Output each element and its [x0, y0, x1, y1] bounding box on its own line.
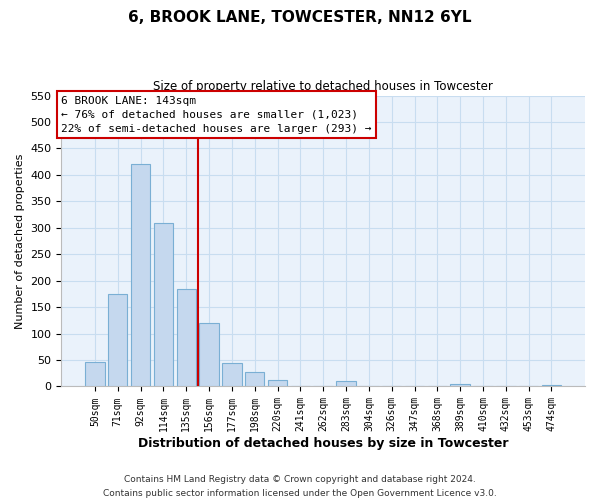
Bar: [85, 362, 104, 386]
Bar: [131, 164, 150, 386]
Bar: [176, 288, 196, 386]
Text: 6 BROOK LANE: 143sqm
← 76% of detached houses are smaller (1,023)
22% of semi-de: 6 BROOK LANE: 143sqm ← 76% of detached h…: [61, 96, 372, 134]
Text: Contains HM Land Registry data © Crown copyright and database right 2024.
Contai: Contains HM Land Registry data © Crown c…: [103, 476, 497, 498]
Bar: [154, 222, 173, 386]
Bar: [337, 381, 356, 386]
Title: Size of property relative to detached houses in Towcester: Size of property relative to detached ho…: [153, 80, 493, 93]
Bar: [451, 384, 470, 386]
Bar: [199, 323, 219, 386]
X-axis label: Distribution of detached houses by size in Towcester: Distribution of detached houses by size …: [138, 437, 508, 450]
Text: 6, BROOK LANE, TOWCESTER, NN12 6YL: 6, BROOK LANE, TOWCESTER, NN12 6YL: [128, 10, 472, 25]
Bar: [542, 385, 561, 386]
Bar: [222, 362, 242, 386]
Bar: [245, 372, 265, 386]
Bar: [108, 294, 127, 386]
Y-axis label: Number of detached properties: Number of detached properties: [15, 154, 25, 328]
Bar: [268, 380, 287, 386]
